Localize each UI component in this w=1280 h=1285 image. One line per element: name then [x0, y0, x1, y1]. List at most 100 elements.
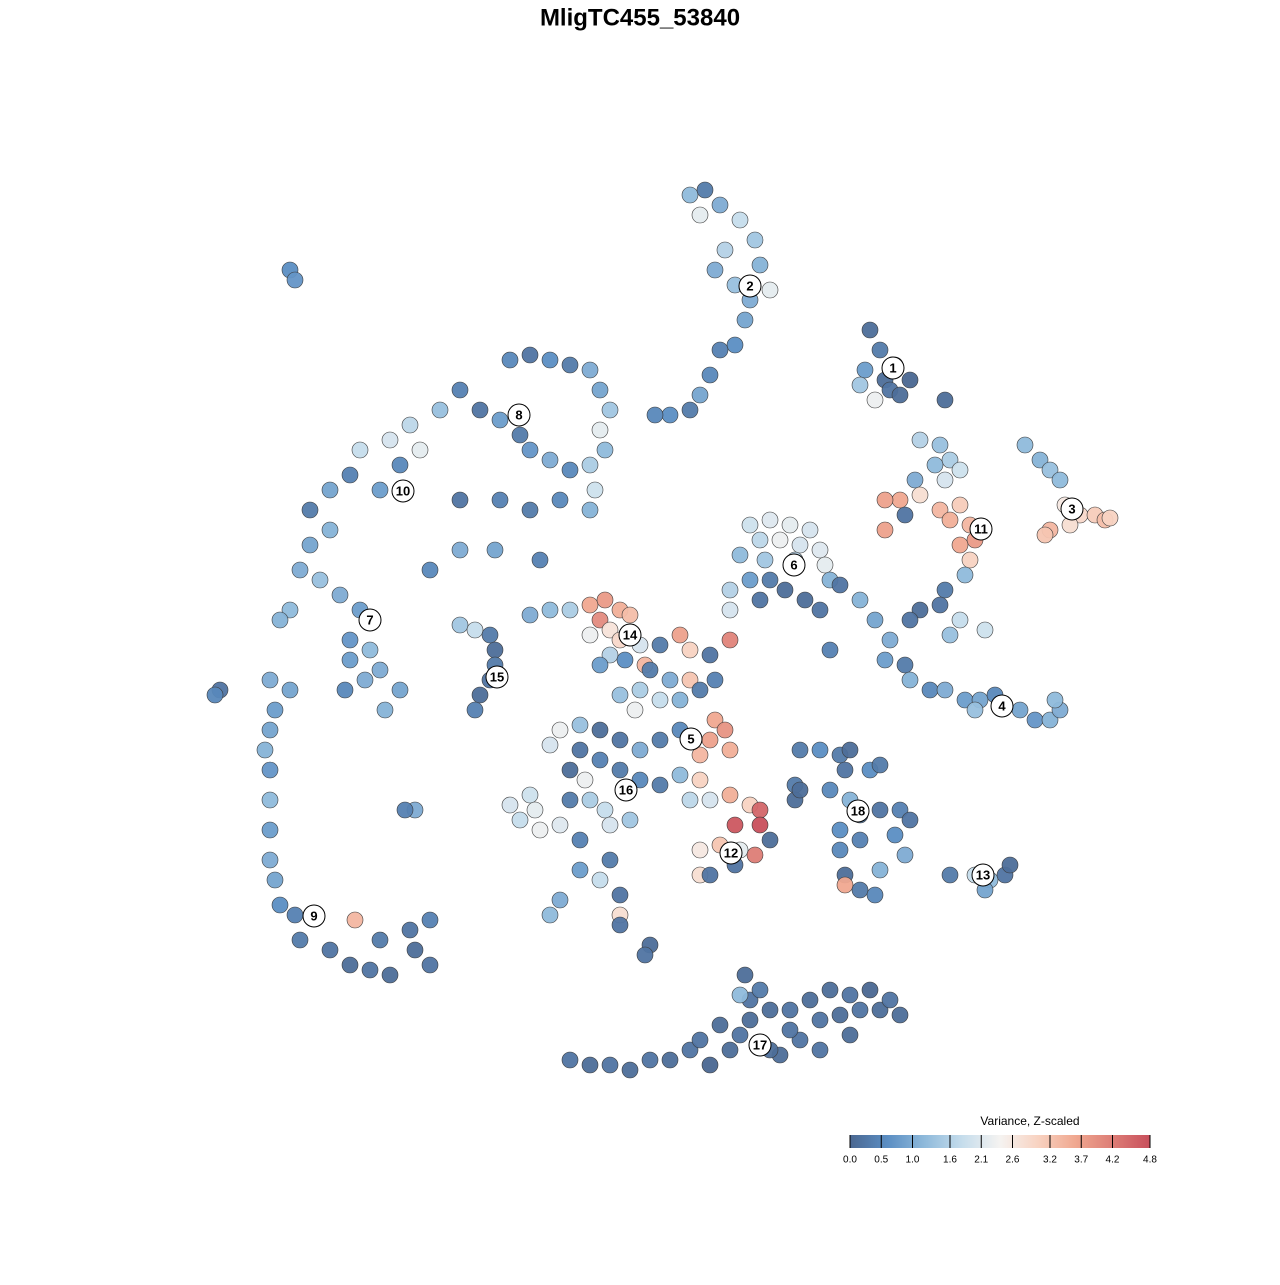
point [866, 886, 884, 904]
point [561, 1051, 579, 1069]
point [856, 361, 874, 379]
cluster-label: 13 [976, 867, 990, 882]
point [526, 801, 544, 819]
point [661, 406, 679, 424]
point [486, 541, 504, 559]
point [571, 741, 589, 759]
point [691, 841, 709, 859]
point [521, 786, 539, 804]
point [561, 791, 579, 809]
point [291, 561, 309, 579]
point [726, 816, 744, 834]
point [641, 1051, 659, 1069]
point [931, 596, 949, 614]
colorbar: Variance, Z-scaled 0.0 0.5 1.0 1.6 2.1 2.6 3.2… [843, 1114, 1157, 1165]
point [701, 646, 719, 664]
point [571, 831, 589, 849]
point [896, 506, 914, 524]
point [391, 681, 409, 699]
point [851, 376, 869, 394]
point [321, 521, 339, 539]
point [1101, 509, 1119, 527]
point [871, 801, 889, 819]
point [371, 661, 389, 679]
point [451, 541, 469, 559]
point [951, 496, 969, 514]
cluster-marker [881, 356, 905, 380]
point [466, 701, 484, 719]
point [851, 881, 869, 899]
point [751, 801, 769, 819]
colorbar-tick-label: 2.6 [1006, 1155, 1020, 1166]
point [541, 451, 559, 469]
point [851, 591, 869, 609]
point [551, 721, 569, 739]
point [551, 491, 569, 509]
point [751, 531, 769, 549]
point [871, 341, 889, 359]
point [701, 366, 719, 384]
point [741, 516, 759, 534]
point [671, 626, 689, 644]
point [581, 791, 599, 809]
point [681, 671, 699, 689]
cluster-marker [614, 778, 638, 802]
point [576, 771, 594, 789]
point [501, 351, 519, 369]
point [551, 816, 569, 834]
cluster-label: 16 [619, 782, 633, 797]
point [681, 791, 699, 809]
point [951, 536, 969, 554]
point [911, 486, 929, 504]
point [691, 386, 709, 404]
point [346, 911, 364, 929]
point [936, 471, 954, 489]
cluster-label: 7 [366, 612, 373, 627]
cluster-marker [679, 727, 703, 751]
point [541, 906, 559, 924]
point [206, 686, 224, 704]
point [941, 511, 959, 529]
point [716, 721, 734, 739]
point [371, 481, 389, 499]
point [691, 746, 709, 764]
point [891, 1006, 909, 1024]
point [811, 741, 829, 759]
point [521, 606, 539, 624]
point [896, 846, 914, 864]
point [901, 611, 919, 629]
cluster-marker [738, 274, 762, 298]
cluster-label: 14 [623, 627, 638, 642]
point [706, 261, 724, 279]
point [336, 681, 354, 699]
point [601, 851, 619, 869]
point [521, 501, 539, 519]
point [776, 581, 794, 599]
point [261, 791, 279, 809]
point [956, 566, 974, 584]
point [451, 616, 469, 634]
cluster-marker [1060, 497, 1084, 521]
point [701, 791, 719, 809]
cluster-marker [719, 841, 743, 865]
point [586, 481, 604, 499]
point [866, 391, 884, 409]
point [561, 356, 579, 374]
cluster-label: 10 [396, 483, 410, 498]
point [471, 686, 489, 704]
point [671, 766, 689, 784]
point [761, 571, 779, 589]
point [1011, 701, 1029, 719]
point [836, 876, 854, 894]
cluster-label: 5 [687, 731, 694, 746]
point [591, 751, 609, 769]
point [681, 186, 699, 204]
cluster-marker [507, 403, 531, 427]
cluster-marker [782, 553, 806, 577]
point [761, 511, 779, 529]
point [611, 916, 629, 934]
point [801, 991, 819, 1009]
point [681, 1041, 699, 1059]
point [731, 546, 749, 564]
